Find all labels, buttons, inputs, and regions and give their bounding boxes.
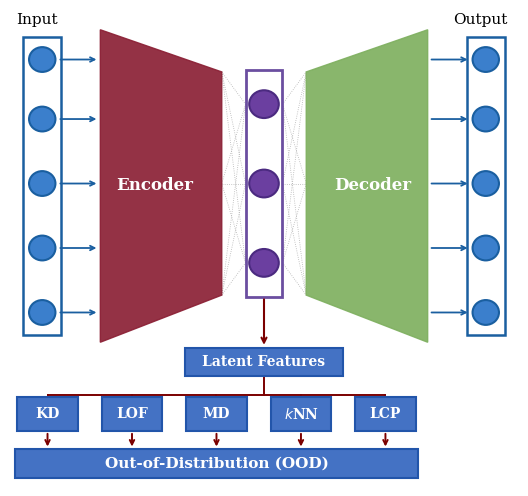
- FancyBboxPatch shape: [101, 397, 163, 431]
- Circle shape: [29, 107, 55, 131]
- Circle shape: [29, 171, 55, 196]
- Text: LOF: LOF: [116, 407, 148, 421]
- Text: Decoder: Decoder: [334, 178, 412, 194]
- Text: Encoder: Encoder: [117, 178, 193, 194]
- Circle shape: [29, 300, 55, 325]
- Circle shape: [249, 170, 279, 197]
- Circle shape: [473, 47, 499, 72]
- FancyBboxPatch shape: [14, 449, 418, 478]
- FancyBboxPatch shape: [246, 70, 282, 297]
- Text: Out-of-Distribution (OOD): Out-of-Distribution (OOD): [105, 457, 328, 471]
- FancyBboxPatch shape: [23, 37, 61, 335]
- Circle shape: [249, 90, 279, 118]
- FancyBboxPatch shape: [17, 397, 78, 431]
- FancyBboxPatch shape: [270, 397, 332, 431]
- Polygon shape: [306, 30, 428, 342]
- Circle shape: [29, 47, 55, 72]
- FancyBboxPatch shape: [467, 37, 505, 335]
- Text: Input: Input: [16, 13, 58, 27]
- Text: MD: MD: [203, 407, 230, 421]
- Circle shape: [473, 107, 499, 131]
- Text: $k$NN: $k$NN: [284, 407, 318, 422]
- Text: Output: Output: [454, 13, 507, 27]
- Circle shape: [29, 236, 55, 260]
- Text: Latent Features: Latent Features: [202, 355, 326, 369]
- Text: LCP: LCP: [370, 407, 401, 421]
- FancyBboxPatch shape: [185, 348, 343, 376]
- FancyBboxPatch shape: [186, 397, 247, 431]
- Circle shape: [473, 171, 499, 196]
- FancyBboxPatch shape: [355, 397, 416, 431]
- Circle shape: [473, 300, 499, 325]
- Circle shape: [473, 236, 499, 260]
- Polygon shape: [100, 30, 222, 342]
- Text: KD: KD: [35, 407, 60, 421]
- Circle shape: [249, 249, 279, 277]
